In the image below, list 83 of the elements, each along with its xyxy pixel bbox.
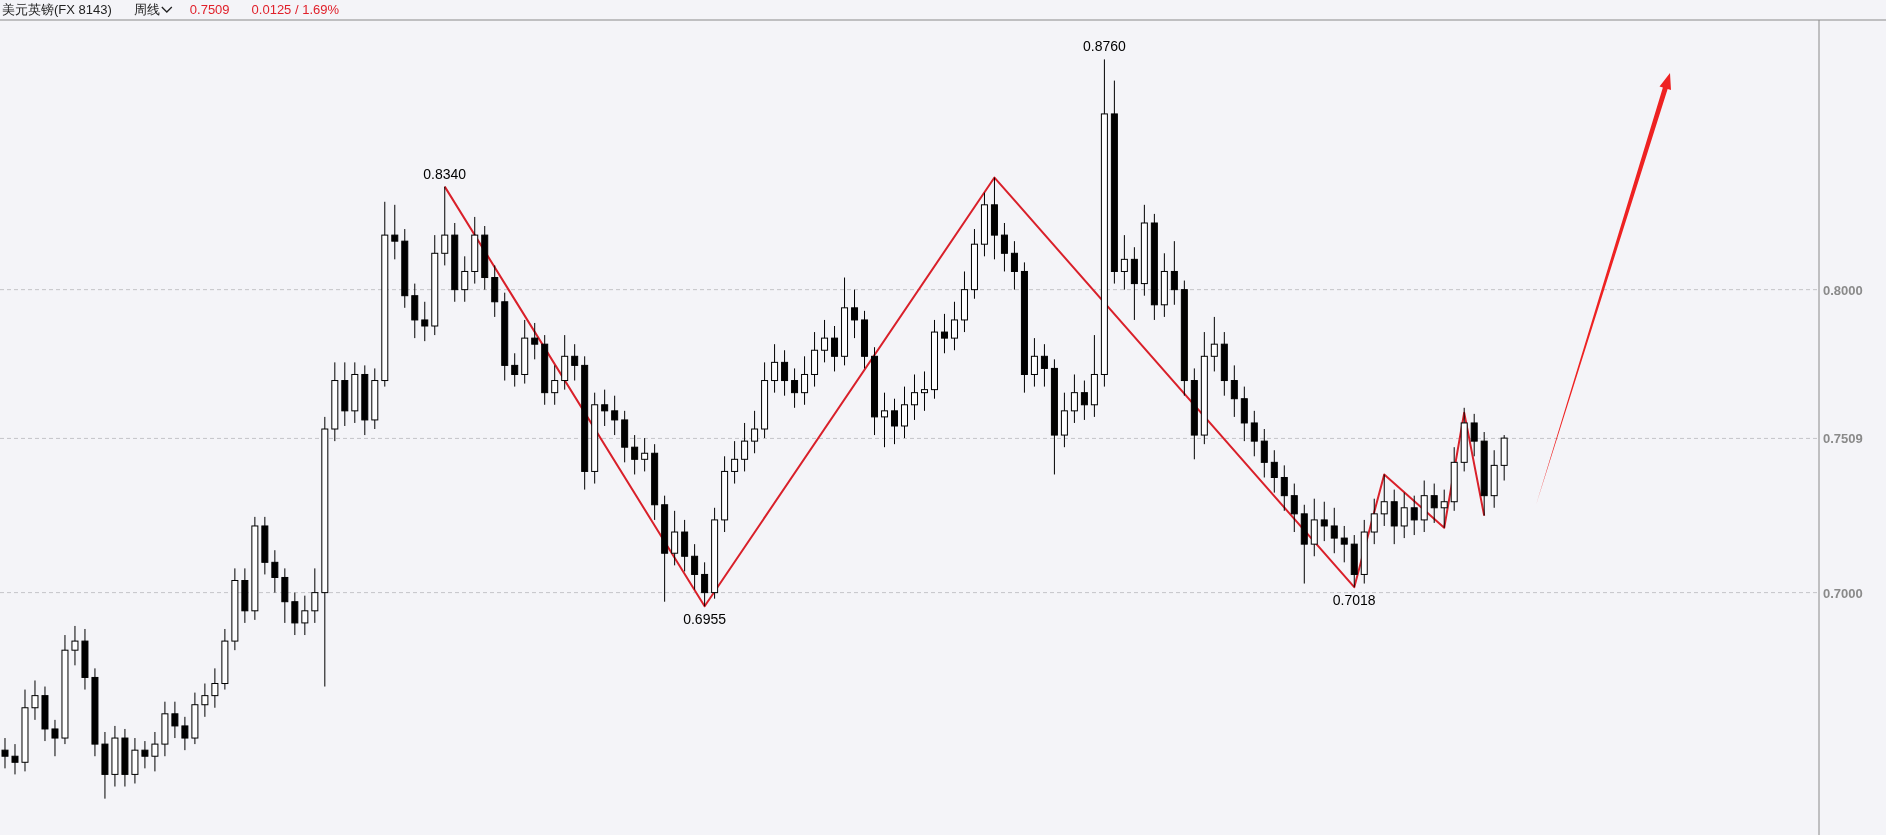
candlestick (1, 737, 9, 769)
candlestick (421, 301, 429, 342)
candlestick (701, 561, 709, 607)
candlestick (1070, 373, 1078, 424)
candlestick (1250, 410, 1258, 457)
candlestick (851, 289, 859, 339)
candlestick (1260, 428, 1268, 478)
text: 0.0125 / 1.69% (251, 2, 340, 17)
candlestick (1470, 413, 1478, 457)
candlestick (881, 392, 889, 448)
candlestick (731, 440, 739, 485)
candlestick (461, 255, 469, 303)
candlestick (11, 743, 19, 775)
candlestick (571, 343, 579, 382)
candlestick (71, 625, 79, 666)
candlestick (821, 319, 829, 363)
candlestick (441, 186, 449, 266)
data-label: 0.7018 (1332, 592, 1376, 609)
candlestick (791, 367, 799, 409)
candlestick (201, 683, 209, 718)
candlestick (1120, 234, 1128, 291)
candlestick (920, 370, 928, 412)
candlestick (211, 667, 219, 709)
candlestick (31, 679, 39, 721)
candlestick (1000, 222, 1008, 272)
candlestick (141, 740, 149, 769)
candlestick (1370, 498, 1378, 545)
candlestick (1320, 501, 1328, 542)
candlestick (611, 395, 619, 436)
candlestick (391, 204, 399, 260)
candlestick (51, 719, 59, 757)
candlestick (311, 567, 319, 624)
candlestick (1290, 483, 1298, 533)
candlestick (1280, 464, 1288, 512)
candlestick (1230, 364, 1238, 418)
candlestick (291, 592, 299, 636)
candlestick (801, 355, 809, 406)
candlestick (1080, 380, 1088, 421)
candlestick (891, 398, 899, 445)
chart-subtitle: 周线 (133, 2, 160, 17)
candlestick (950, 301, 958, 351)
candlestick (1010, 240, 1018, 291)
candlestick (691, 543, 699, 591)
candlestick (1210, 316, 1218, 372)
candlestick (1430, 483, 1438, 524)
data-label: 0.6955 (683, 611, 727, 628)
candlestick (631, 434, 639, 475)
candlestick (151, 731, 159, 772)
candlestick (601, 389, 609, 427)
candlestick (831, 325, 839, 372)
data-label: 0.8340 (423, 165, 467, 182)
text: 0.7509 (189, 2, 230, 17)
candlestick (551, 364, 559, 406)
candlestick (641, 437, 649, 472)
candlestick (771, 343, 779, 394)
candlestick (1340, 525, 1348, 563)
candlestick (271, 549, 279, 594)
annotation: 0.8760 (1082, 38, 1127, 55)
candlestick (531, 322, 539, 360)
candlestick (940, 313, 948, 354)
candlestick (1380, 473, 1388, 527)
candlestick (511, 352, 519, 388)
candlestick (1030, 337, 1038, 388)
candlestick (1330, 507, 1338, 554)
candlestick (181, 716, 189, 751)
candlestick (1410, 495, 1418, 536)
candlestick (1270, 449, 1278, 494)
candlestick (751, 410, 759, 454)
y-tick-label: 0.8000 (1823, 282, 1863, 298)
candlestick (1040, 343, 1048, 388)
candlestick (901, 386, 908, 439)
chart-title: 美元英镑(FX 8143) (2, 2, 112, 17)
y-tick-label: 0.7509 (1823, 431, 1863, 447)
candlestick (671, 510, 679, 566)
candlestick (1170, 240, 1178, 306)
candlestick (1400, 492, 1408, 539)
y-tick-label: 0.7000 (1823, 585, 1863, 601)
candlestick (1440, 489, 1448, 529)
candlestick (781, 349, 789, 397)
candlestick (171, 701, 179, 739)
candlestick (301, 595, 309, 636)
candlestick (741, 422, 749, 472)
candlestick (911, 373, 918, 421)
